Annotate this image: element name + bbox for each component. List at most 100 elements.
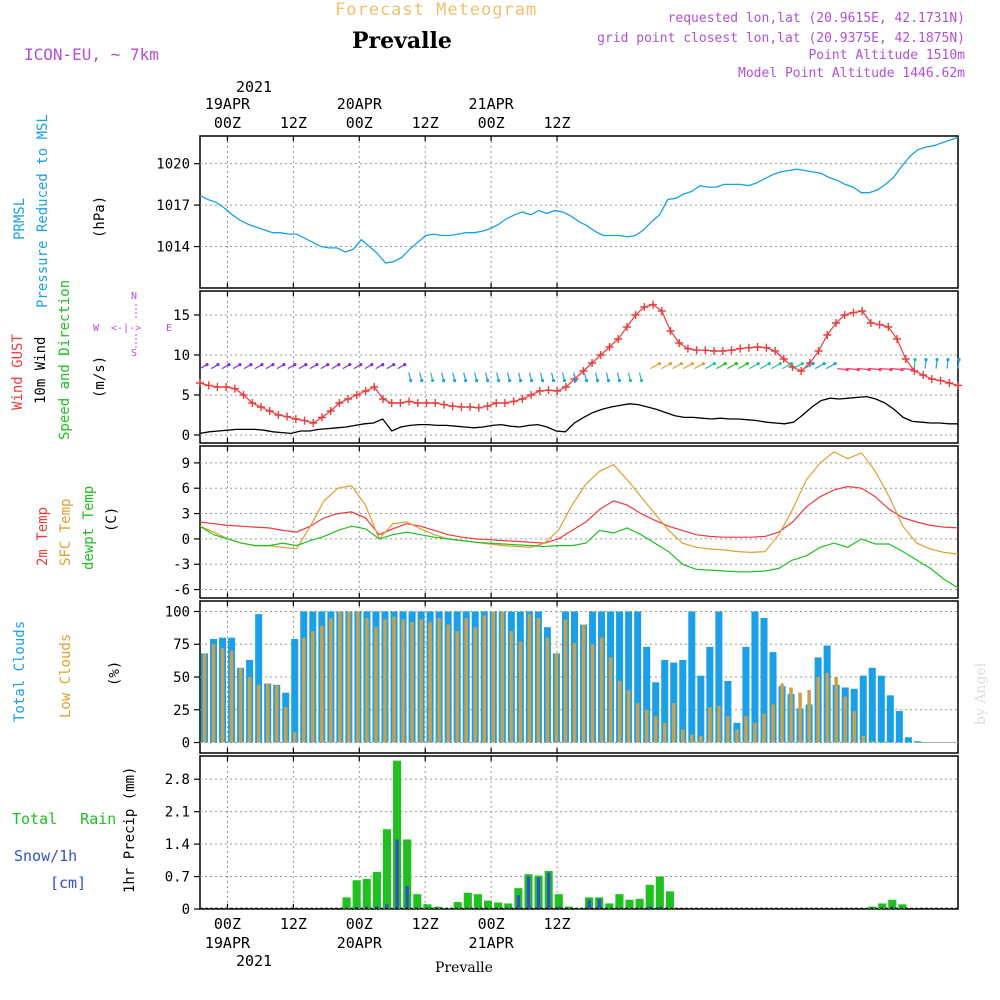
gust-marker [431,399,440,407]
low-cloud-bar [428,621,432,743]
y-tick-label: 1017 [156,198,190,214]
wind-dir-arrowhead [442,379,446,383]
model-altitude: Model Point Altitude 1446.62m [738,66,965,81]
rain-bar [473,894,482,909]
gust-marker [823,331,832,339]
gust-marker [518,395,527,403]
wind-dir-arrow [759,363,770,370]
low-cloud-bar [202,653,207,743]
low-cloud-bar [554,653,559,743]
total-cloud-bar [643,646,651,743]
gust-marker [222,383,231,391]
t2m-line [199,485,959,544]
low-cloud-bar [500,611,505,743]
panel1-labels: PRMSL Pressure Reduced to MSL (hPa) [12,114,108,308]
wind-dir-arrowhead [453,379,457,383]
low-cloud-bar [717,705,721,743]
gust-marker [683,344,692,353]
low-cloud-bar [671,703,676,743]
total-cloud-bar [715,611,723,743]
panel2-labels: Wind GUST 10m Wind Speed and Direction (… [10,280,172,440]
wind-dir-arrowhead [249,363,253,367]
compass-w: W [93,323,100,334]
snow-bar [597,898,601,909]
gust-marker [387,399,396,407]
gust-marker [622,323,631,331]
gust-marker [248,399,257,407]
gust-marker [919,371,928,379]
y-tick-label: 25 [173,703,190,719]
wind-dir-arrowhead [260,363,264,367]
rain-bar [453,902,462,909]
gust-marker [596,351,605,359]
low-cloud-bar [274,684,279,743]
wind-dir-arrowhead [946,358,950,362]
low-cloud-bar [626,690,631,743]
snow-bar [375,906,379,909]
total-cloud-bar [877,675,885,743]
low-cloud-bar [229,650,234,743]
snow-bar [557,906,561,909]
y-tick-label: 0 [182,532,190,548]
panel-frame [199,445,959,599]
gust-marker [927,375,936,383]
total-cloud-bar [688,611,696,743]
rain-bar [625,899,634,909]
low-cloud-bar [365,618,369,743]
gust-marker [378,395,387,403]
wind-dir-arrowhead [304,363,308,367]
y-tick-label: 10 [173,348,190,364]
gust-marker [326,407,335,415]
wind-dir-arrowhead [657,362,662,366]
y-tick-label: 15 [173,308,190,324]
y-tick-label: 6 [182,481,190,497]
low-cloud-bar [852,711,856,743]
rain-bar [564,906,573,909]
gust-marker [954,381,962,390]
wind-dir-arrowhead [668,362,672,366]
gust-marker [666,327,675,335]
top-year: 2021 [236,78,272,96]
y-tick-label: 0 [182,736,190,752]
gust-marker [866,319,875,327]
wind-dir-arrow [814,363,825,370]
gust-marker [335,399,344,407]
panel5-labels: Total Rain Snow/1h [cm] 1hr Precip (mm) [12,767,138,893]
wind-dir-arrowhead [924,358,928,362]
total-cloud-bar [913,741,921,743]
wind-dir-arrowhead [756,362,760,366]
low-cloud-bar [635,703,640,743]
gust-marker [457,403,466,411]
wind-dir-arrowhead [639,379,644,383]
low-cloud-bar [762,713,766,743]
gust-marker [614,335,623,343]
gust-marker [884,323,893,331]
snow-bar [395,839,399,909]
gust-marker [396,399,405,407]
low-cloud-bar [292,732,297,743]
gust-marker [466,403,475,411]
rain-bar [483,900,493,909]
wind-dir-arrowhead [822,362,826,366]
wind-dir-arrowhead [957,358,961,362]
station-title: Prevalle [352,28,452,54]
gust-marker [291,415,300,423]
wind-dir-arrowhead [900,368,904,372]
gust-marker [649,300,658,309]
rain-bar [665,891,675,909]
wind-dir-arrowhead [789,362,793,366]
wind-dir-arrowhead [370,363,374,367]
low-cloud-label: Low Clouds [58,634,74,718]
low-cloud-bar [807,690,811,743]
gust-marker [771,347,780,355]
wind-dir-arrow [837,368,848,371]
wind-dir-arrow [705,363,715,370]
bottom-time-label: 00Z [478,915,505,933]
low-cloud-bar [861,735,866,743]
wind-dir-arrow [770,363,781,370]
panel-frame [199,135,959,289]
gust-marker [405,397,414,406]
compass-n: N [131,291,137,302]
wind-dir-arrow [694,363,704,370]
total-cloud-bar [859,675,867,743]
